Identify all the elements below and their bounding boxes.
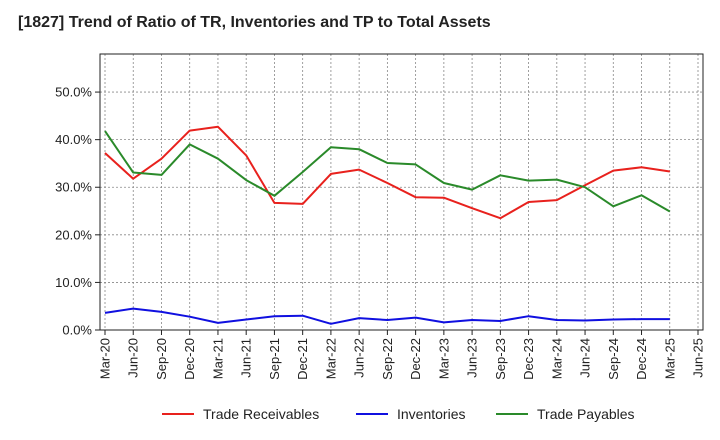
- x-tick-label: Mar-24: [549, 338, 564, 379]
- plot-background: [100, 54, 703, 330]
- series-lines: [104, 125, 671, 325]
- x-tick-label: Dec-21: [295, 338, 310, 380]
- y-tick-label: 40.0%: [55, 132, 92, 147]
- series-line-inventories: [104, 307, 670, 325]
- series-line-trade-payables: [104, 130, 671, 213]
- x-axis-ticks: Mar-20 Jun-20 Sep-20 Dec-20 Mar-21 Jun-21 Sep-…: [98, 330, 706, 380]
- legend-label-inventories: Inventories: [397, 406, 465, 422]
- x-tick-label: Mar-23: [436, 338, 451, 379]
- x-tick-label: Jun-25: [691, 338, 706, 378]
- x-tick-label: Dec-23: [521, 338, 536, 380]
- plot-frame: [99, 53, 704, 331]
- series-line-trade-receivables: [104, 125, 670, 220]
- legend: Trade Receivables Inventories Trade Payabl…: [162, 406, 635, 422]
- x-tick-label: Sep-20: [154, 338, 169, 380]
- x-tick-label: Dec-20: [182, 338, 197, 380]
- x-tick-label: Dec-24: [634, 338, 649, 380]
- x-tick-label: Sep-24: [606, 338, 621, 380]
- x-tick-label: Jun-21: [239, 338, 254, 378]
- x-tick-label: Mar-21: [210, 338, 225, 379]
- legend-label-trade-receivables: Trade Receivables: [203, 406, 319, 422]
- grid: [100, 54, 703, 330]
- y-tick-label: 30.0%: [55, 180, 92, 195]
- y-axis-ticks: 0.0% 10.0% 20.0% 30.0% 40.0% 50.0%: [55, 85, 100, 338]
- legend-label-trade-payables: Trade Payables: [537, 406, 635, 422]
- x-tick-label: Sep-23: [493, 338, 508, 380]
- y-tick-label: 0.0%: [62, 323, 92, 338]
- x-tick-label: Mar-22: [323, 338, 338, 379]
- x-tick-label: Jun-23: [465, 338, 480, 378]
- chart-title: [1827] Trend of Ratio of TR, Inventories…: [18, 14, 491, 31]
- x-tick-label: Sep-21: [267, 338, 282, 380]
- x-tick-label: Mar-20: [98, 338, 113, 379]
- x-tick-label: Jun-20: [126, 338, 141, 378]
- x-tick-label: Jun-24: [578, 338, 593, 378]
- x-tick-label: Jun-22: [352, 338, 367, 378]
- x-tick-label: Mar-25: [662, 338, 677, 379]
- x-tick-label: Dec-22: [408, 338, 423, 380]
- y-tick-label: 10.0%: [55, 275, 92, 290]
- x-tick-label: Sep-22: [380, 338, 395, 380]
- y-tick-label: 20.0%: [55, 227, 92, 242]
- y-tick-label: 50.0%: [55, 85, 92, 100]
